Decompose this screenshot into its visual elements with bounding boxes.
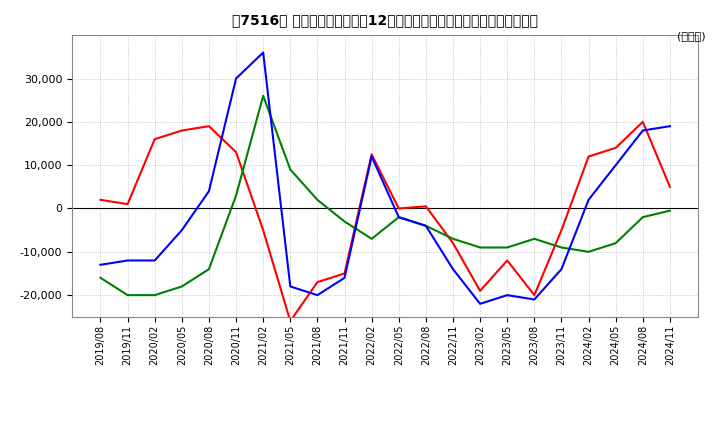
- Text: (百万円): (百万円): [677, 31, 706, 41]
- 営業CF: [286, 319, 294, 324]
- 営業CF: [530, 293, 539, 298]
- 投資CF: [639, 215, 647, 220]
- 投資CF: [421, 223, 430, 228]
- 営業CF: [503, 258, 511, 263]
- Title: 【7516】 キャッシュフローの12か月移動合計の対前年同期増減額の推移: 【7516】 キャッシュフローの12か月移動合計の対前年同期増減額の推移: [232, 13, 539, 27]
- フリーCF: [341, 275, 349, 280]
- 投資CF: [367, 236, 376, 242]
- フリーCF: [367, 154, 376, 159]
- 投資CF: [449, 236, 457, 242]
- フリーCF: [584, 197, 593, 202]
- Line: 投資CF: 投資CF: [101, 96, 670, 295]
- フリーCF: [449, 267, 457, 272]
- 営業CF: [367, 152, 376, 157]
- 投資CF: [178, 284, 186, 289]
- 営業CF: [611, 145, 620, 150]
- Line: フリーCF: フリーCF: [101, 52, 670, 304]
- フリーCF: [503, 293, 511, 298]
- フリーCF: [123, 258, 132, 263]
- 投資CF: [395, 215, 403, 220]
- 営業CF: [204, 124, 213, 129]
- 営業CF: [259, 227, 268, 233]
- 投資CF: [476, 245, 485, 250]
- フリーCF: [178, 227, 186, 233]
- 営業CF: [341, 271, 349, 276]
- 営業CF: [123, 202, 132, 207]
- 投資CF: [557, 245, 566, 250]
- 投資CF: [286, 167, 294, 172]
- フリーCF: [96, 262, 105, 268]
- 投資CF: [665, 208, 674, 213]
- 投資CF: [341, 219, 349, 224]
- フリーCF: [395, 215, 403, 220]
- フリーCF: [313, 293, 322, 298]
- 投資CF: [123, 293, 132, 298]
- フリーCF: [665, 124, 674, 129]
- 営業CF: [421, 204, 430, 209]
- 投資CF: [530, 236, 539, 242]
- Line: 営業CF: 営業CF: [101, 122, 670, 321]
- 営業CF: [665, 184, 674, 190]
- 投資CF: [611, 241, 620, 246]
- フリーCF: [476, 301, 485, 306]
- フリーCF: [557, 267, 566, 272]
- フリーCF: [421, 223, 430, 228]
- フリーCF: [150, 258, 159, 263]
- 営業CF: [178, 128, 186, 133]
- 投資CF: [232, 193, 240, 198]
- 営業CF: [584, 154, 593, 159]
- 投資CF: [259, 93, 268, 99]
- 営業CF: [232, 150, 240, 155]
- 投資CF: [313, 197, 322, 202]
- フリーCF: [204, 188, 213, 194]
- フリーCF: [530, 297, 539, 302]
- 営業CF: [313, 279, 322, 285]
- 営業CF: [150, 136, 159, 142]
- 投資CF: [503, 245, 511, 250]
- 営業CF: [395, 206, 403, 211]
- 投資CF: [204, 267, 213, 272]
- フリーCF: [611, 162, 620, 168]
- フリーCF: [286, 284, 294, 289]
- フリーCF: [232, 76, 240, 81]
- 営業CF: [96, 197, 105, 202]
- フリーCF: [259, 50, 268, 55]
- 営業CF: [476, 288, 485, 293]
- 営業CF: [449, 241, 457, 246]
- 投資CF: [150, 293, 159, 298]
- 投資CF: [96, 275, 105, 280]
- 営業CF: [639, 119, 647, 125]
- 営業CF: [557, 227, 566, 233]
- Legend: 営業CF, 投資CF, フリーCF: 営業CF, 投資CF, フリーCF: [243, 434, 527, 440]
- 投資CF: [584, 249, 593, 254]
- フリーCF: [639, 128, 647, 133]
